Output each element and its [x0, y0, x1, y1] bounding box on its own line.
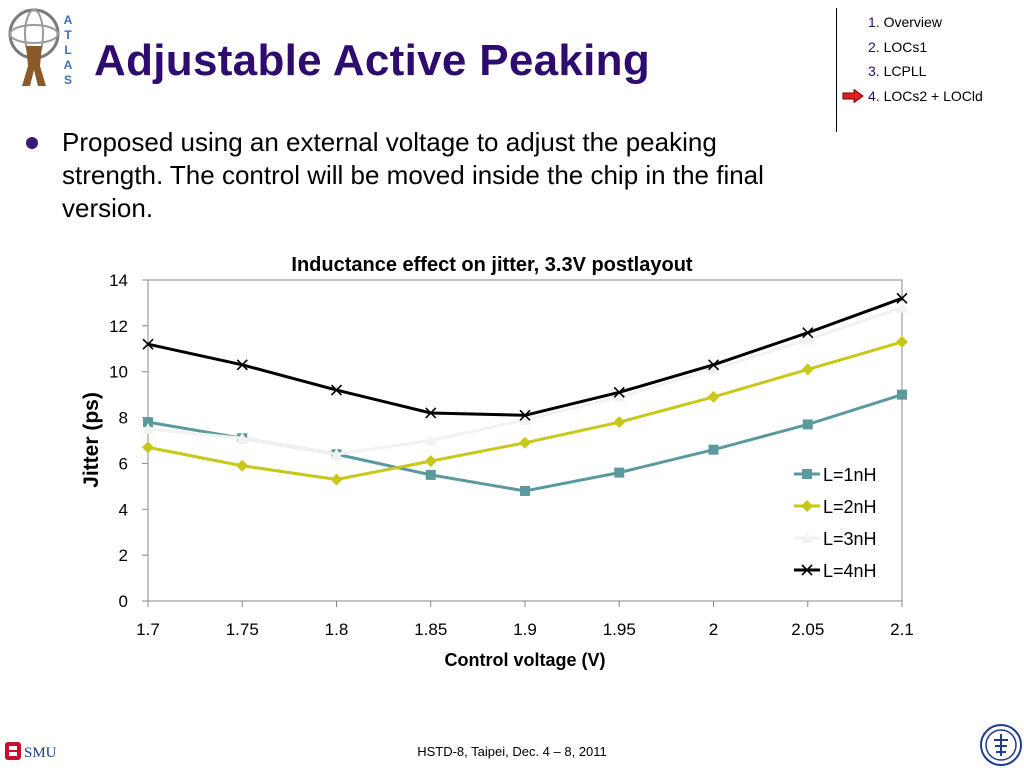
smu-logo-text: SMU: [24, 745, 57, 761]
atlas-letter: A: [64, 58, 73, 72]
x-tick-label: 1.9: [513, 620, 537, 639]
data-point-l3nh: [613, 390, 626, 402]
x-tick-label: 1.95: [603, 620, 636, 639]
data-point-l3nh: [519, 413, 531, 425]
data-point-l3nh: [236, 432, 249, 444]
data-point-l4nh: [802, 327, 814, 339]
slide-title: Adjustable Active Peaking: [94, 36, 651, 85]
y-tick-label: 2: [119, 546, 128, 565]
data-point-l3nh: [801, 333, 814, 345]
data-point-l2nh: [142, 441, 154, 454]
y-tick-label: 0: [119, 592, 128, 611]
atlas-letter: L: [64, 43, 71, 57]
legend-marker-l3nh: [801, 532, 813, 543]
data-point-l4nh: [236, 359, 248, 371]
data-point-l3nh: [330, 448, 343, 460]
x-tick-label: 1.85: [414, 620, 447, 639]
y-axis-label: Jitter (ps): [80, 392, 103, 488]
footer-text: HSTD-8, Taipei, Dec. 4 – 8, 2011: [417, 744, 607, 759]
data-point-l1nh: [425, 469, 436, 480]
toc-item-number: 4.: [868, 87, 880, 104]
data-point-l2nh: [613, 416, 626, 429]
data-point-l3nh: [142, 423, 154, 435]
series-line-l4nh: [147, 296, 903, 417]
x-tick-label: 2: [709, 620, 718, 639]
legend-marker-l1nh: [802, 469, 812, 479]
data-point-l4nh: [425, 407, 437, 419]
data-point-l1nh: [143, 417, 153, 428]
atlas-letter: S: [64, 73, 72, 87]
toc-item-locs1[interactable]: 2. LOCs1: [868, 35, 983, 60]
y-tick-label: 8: [119, 409, 128, 428]
toc-item-number: 3.: [868, 63, 880, 79]
legend-label: L=3nH: [823, 529, 877, 549]
data-point-l2nh: [707, 390, 720, 403]
toc-item-label: LCPLL: [883, 63, 927, 79]
y-tick-label: 10: [109, 363, 128, 382]
legend-label: L=4nH: [823, 561, 877, 581]
toc-item-label: LOCs1: [883, 38, 928, 55]
data-point-l1nh: [708, 444, 719, 455]
data-point-l2nh: [330, 473, 343, 486]
x-axis-label: Control voltage (V): [445, 650, 606, 670]
x-tick-label: 1.75: [226, 620, 259, 639]
data-point-l2nh: [519, 436, 531, 449]
y-tick-label: 4: [119, 500, 128, 519]
bullet-icon: [26, 137, 38, 149]
data-point-l1nh: [897, 389, 907, 400]
y-tick-label: 12: [109, 317, 128, 336]
legend-marker-l2nh: [801, 500, 813, 512]
y-tick-label: 14: [109, 271, 128, 290]
x-tick-label: 2.1: [890, 620, 914, 639]
smu-logo: SMU: [5, 742, 57, 761]
x-tick-label: 1.8: [325, 620, 349, 639]
current-section-arrow-icon: [842, 88, 864, 103]
data-point-l3nh: [896, 301, 908, 313]
data-point-l2nh: [896, 335, 908, 348]
data-point-l1nh: [614, 467, 625, 478]
legend-marker-l4nh: [801, 564, 813, 576]
toc-item-label: LOCs2 + LOCld: [883, 87, 983, 104]
data-point-l4nh: [330, 384, 343, 396]
toc-item-number: 1.: [868, 14, 880, 30]
data-point-l2nh: [424, 455, 437, 468]
data-point-l1nh: [520, 485, 530, 496]
toc-divider: [836, 8, 837, 132]
university-seal-icon: [980, 724, 1022, 766]
series-line-l3nh: [147, 306, 903, 456]
data-point-l2nh: [236, 459, 249, 472]
atlas-logo: A T L A S: [8, 8, 73, 87]
atlas-letter: A: [64, 13, 73, 27]
data-point-l4nh: [613, 386, 625, 398]
data-point-l3nh: [424, 434, 437, 446]
legend-label: L=2nH: [823, 497, 877, 517]
x-tick-label: 1.7: [136, 620, 160, 639]
data-point-l4nh: [707, 359, 720, 371]
data-point-l4nh: [142, 338, 154, 350]
toc-item-locs2-locld[interactable]: 4. LOCs2 + LOCld: [842, 84, 983, 109]
y-tick-label: 6: [119, 454, 128, 473]
toc-item-lcpll[interactable]: 3. LCPLL: [868, 59, 983, 84]
data-point-l4nh: [519, 409, 531, 421]
table-of-contents: 1. Overview 2. LOCs1 3. LCPLL 4. LOCs2 +…: [842, 10, 983, 109]
jitter-line-chart: Inductance effect on jitter, 3.3V postla…: [80, 254, 914, 670]
data-point-l2nh: [801, 363, 814, 376]
data-point-l1nh: [802, 419, 813, 430]
chart-title: Inductance effect on jitter, 3.3V postla…: [291, 254, 693, 276]
toc-item-label: Overview: [883, 14, 942, 30]
data-point-l3nh: [707, 363, 720, 375]
x-tick-label: 2.05: [791, 620, 824, 639]
bullet-text: Proposed using an external voltage to ad…: [62, 127, 764, 223]
data-point-l4nh: [896, 292, 908, 304]
toc-item-overview[interactable]: 1. Overview: [868, 10, 983, 35]
toc-item-number: 2.: [868, 38, 880, 55]
atlas-letter: T: [64, 28, 72, 42]
legend-label: L=1nH: [823, 465, 877, 485]
series-line-l2nh: [147, 340, 903, 481]
